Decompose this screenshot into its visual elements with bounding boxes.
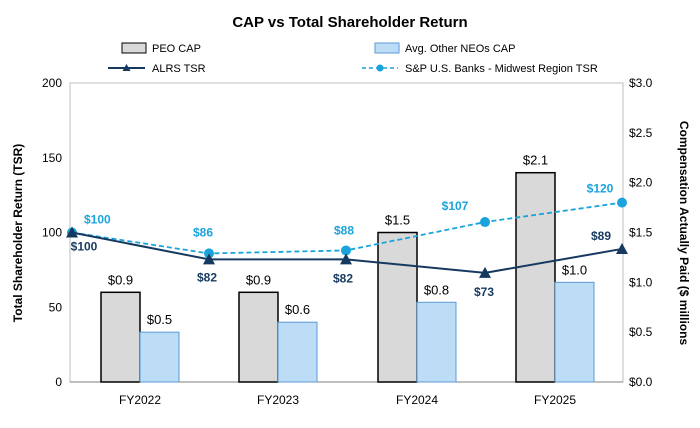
plot-area: 0 50 100 150 200 $0.0 $0.5 $1.0 $1.5 $2.0 $2.5 $3.0… bbox=[42, 76, 653, 407]
sp-banks-tsr-point bbox=[341, 245, 351, 256]
peo-cap-value-label: $2.1 bbox=[523, 153, 548, 168]
alrs-tsr-point bbox=[203, 253, 215, 265]
legend-label-alrs: ALRS TSR bbox=[152, 63, 206, 75]
legend-marker-sp-banks-circle-icon bbox=[376, 64, 384, 72]
y-right-tick-label: $3.0 bbox=[629, 76, 653, 90]
alrs-tsr-value-label: $89 bbox=[591, 229, 611, 243]
x-tick-label: FY2025 bbox=[534, 393, 576, 407]
alrs-tsr-point bbox=[66, 226, 78, 238]
y-axis-right-title: Compensation Actually Paid ($ millions bbox=[677, 121, 691, 346]
alrs-tsr-point bbox=[616, 242, 628, 254]
neo-cap-bar bbox=[554, 281, 595, 383]
peo-cap-bar bbox=[238, 291, 279, 383]
y-axis-left-title: Total Shareholder Return (TSR) bbox=[11, 144, 25, 322]
x-tick-label: FY2022 bbox=[119, 393, 161, 407]
alrs-tsr-point bbox=[340, 253, 352, 265]
neo-cap-bar bbox=[416, 301, 457, 383]
alrs-tsr-value-label: $100 bbox=[71, 240, 98, 254]
y-left-tick-label: 50 bbox=[49, 300, 63, 314]
peo-cap-bar bbox=[377, 231, 418, 383]
peo-cap-value-label: $1.5 bbox=[385, 213, 410, 228]
legend-label-neo-cap: Avg. Other NEOs CAP bbox=[405, 43, 515, 55]
chart-title: CAP vs Total Shareholder Return bbox=[232, 14, 467, 31]
y-right-tick-label: $2.0 bbox=[629, 176, 653, 190]
legend-marker-alrs-triangle-icon bbox=[122, 64, 131, 71]
alrs-tsr-value-label: $73 bbox=[474, 285, 494, 299]
peo-cap-value-label: $0.9 bbox=[246, 272, 271, 287]
peo-cap-bar bbox=[100, 291, 141, 383]
y-right-tick-label: $1.0 bbox=[629, 275, 653, 289]
alrs-tsr-value-label: $82 bbox=[333, 271, 353, 285]
x-tick-label: FY2024 bbox=[396, 393, 438, 407]
neo-cap-value-label: $0.5 bbox=[147, 312, 172, 327]
neo-cap-value-label: $0.8 bbox=[424, 282, 449, 297]
legend-swatch-peo-cap bbox=[121, 42, 147, 54]
neo-cap-value-label: $0.6 bbox=[285, 302, 310, 317]
sp-banks-tsr-point bbox=[480, 217, 490, 228]
legend-swatch-neo-cap bbox=[374, 42, 400, 54]
neo-cap-value-label: $1.0 bbox=[562, 262, 587, 277]
legend-label-peo-cap: PEO CAP bbox=[152, 43, 201, 55]
sp-banks-tsr-value-label: $120 bbox=[587, 182, 614, 196]
legend: PEO CAP Avg. Other NEOs CAP ALRS TSR S&P… bbox=[108, 42, 598, 75]
alrs-tsr-point bbox=[479, 266, 491, 278]
y-right-tick-label: $0.0 bbox=[629, 375, 653, 389]
y-right-tick-label: $1.5 bbox=[629, 226, 653, 240]
peo-cap-value-label: $0.9 bbox=[108, 272, 133, 287]
x-tick-label: FY2023 bbox=[257, 393, 299, 407]
y-right-tick-label: $2.5 bbox=[629, 126, 653, 140]
sp-banks-tsr-value-label: $107 bbox=[442, 199, 469, 213]
y-left-tick-label: 150 bbox=[42, 151, 62, 165]
y-left-tick-label: 0 bbox=[55, 375, 62, 389]
neo-cap-bar bbox=[277, 321, 318, 383]
y-left-tick-label: 200 bbox=[42, 76, 62, 90]
sp-banks-tsr-value-label: $100 bbox=[84, 213, 111, 227]
legend-label-sp-banks: S&P U.S. Banks - Midwest Region TSR bbox=[405, 63, 598, 75]
sp-banks-tsr-value-label: $86 bbox=[193, 225, 213, 239]
alrs-tsr-value-label: $82 bbox=[197, 270, 217, 284]
sp-banks-tsr-value-label: $88 bbox=[334, 223, 354, 237]
y-left-tick-label: 100 bbox=[42, 226, 62, 240]
y-right-tick-label: $0.5 bbox=[629, 325, 653, 339]
sp-banks-tsr-point bbox=[617, 197, 627, 208]
peo-cap-bar bbox=[515, 171, 556, 383]
neo-cap-bar bbox=[139, 331, 180, 383]
